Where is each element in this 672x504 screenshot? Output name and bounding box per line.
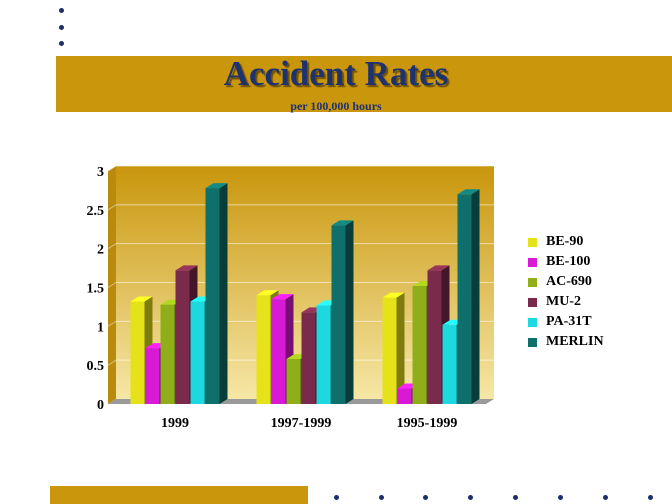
decorative-dot [513,495,518,500]
decorative-dot [603,495,608,500]
legend-swatch [528,277,537,287]
bar-front [130,301,145,404]
bar-front [301,312,316,404]
bar-top [427,265,450,271]
bar-front [286,358,301,404]
bar-side [219,183,228,404]
bar-front [397,388,412,404]
decorative-dot [648,495,653,500]
bar-front [442,324,457,404]
legend-label: AC-690 [546,274,592,289]
gridline-side [107,204,117,211]
decorative-dot [468,495,473,500]
decorative-dot [334,495,339,500]
bar-top [457,189,480,195]
y-tick-label: 0.5 [87,359,105,374]
bar-side [345,220,354,404]
chart-title: Accident Rates [223,54,449,93]
bar [382,292,405,404]
bar-top [130,296,153,302]
y-tick-label: 2.5 [87,204,105,219]
bar-side [471,189,480,404]
y-tick-label: 1 [97,320,104,335]
bar-front [190,301,205,404]
legend-swatch [528,237,537,247]
legend-swatch [528,337,537,347]
decorative-dot [558,495,563,500]
y-tick-label: 0 [97,398,104,413]
bar-front [145,348,160,404]
decorative-dot [379,495,384,500]
legend-swatch [528,257,537,267]
decorative-dot [59,8,64,13]
bar-front [427,270,442,404]
title-band [56,56,672,112]
bar-front [175,270,190,404]
bar-front [316,305,331,404]
gridline-side [107,243,117,250]
bar [331,220,354,404]
legend-item: AC-690 [528,272,604,292]
legend-label: BE-100 [546,254,591,269]
bar-top [331,220,354,226]
legend-label: BE-90 [546,234,584,249]
decorative-dot [423,495,428,500]
x-tick-label: 1999 [161,416,189,431]
decorative-dot [59,41,64,46]
bar-top [271,294,294,300]
bar-front [331,225,346,404]
bar [205,183,228,404]
legend-label: PA-31T [546,314,592,329]
bar-top [382,292,405,298]
legend-item: BE-100 [528,252,604,272]
bar-front [256,295,271,404]
legend-item: MU-2 [528,292,604,312]
decorative-dot [59,25,64,30]
y-tick-label: 1.5 [87,282,105,297]
bar-front [412,285,427,404]
bar-side [396,292,405,404]
bar-top [205,183,228,189]
bar-front [382,297,397,404]
footer-band [50,486,308,504]
gridline-side [107,165,117,172]
legend-item: BE-90 [528,232,604,252]
x-tick-label: 1995-1999 [397,416,458,431]
bar-top [256,290,279,296]
bar-front [457,194,472,404]
bar-front [271,299,286,404]
legend-item: PA-31T [528,312,604,332]
gridline-side [107,359,117,366]
gridline-side [107,320,117,327]
legend: BE-90 BE-100 AC-690 MU-2 PA-31T MERLIN [528,232,604,352]
bar-front [205,188,220,404]
y-tick-label: 2 [97,243,104,258]
chart-subtitle: per 100,000 hours [290,99,382,113]
legend-swatch [528,297,537,307]
x-tick-label: 1997-1999 [271,416,332,431]
gridline-side [107,282,117,288]
bar-top [175,265,198,271]
plot-side-wall [108,166,116,404]
legend-item: MERLIN [528,332,604,352]
legend-label: MU-2 [546,294,581,309]
bar [457,189,480,404]
y-tick-label: 3 [97,165,104,180]
legend-label: MERLIN [546,334,604,349]
bar-front [160,304,175,404]
legend-swatch [528,317,537,327]
